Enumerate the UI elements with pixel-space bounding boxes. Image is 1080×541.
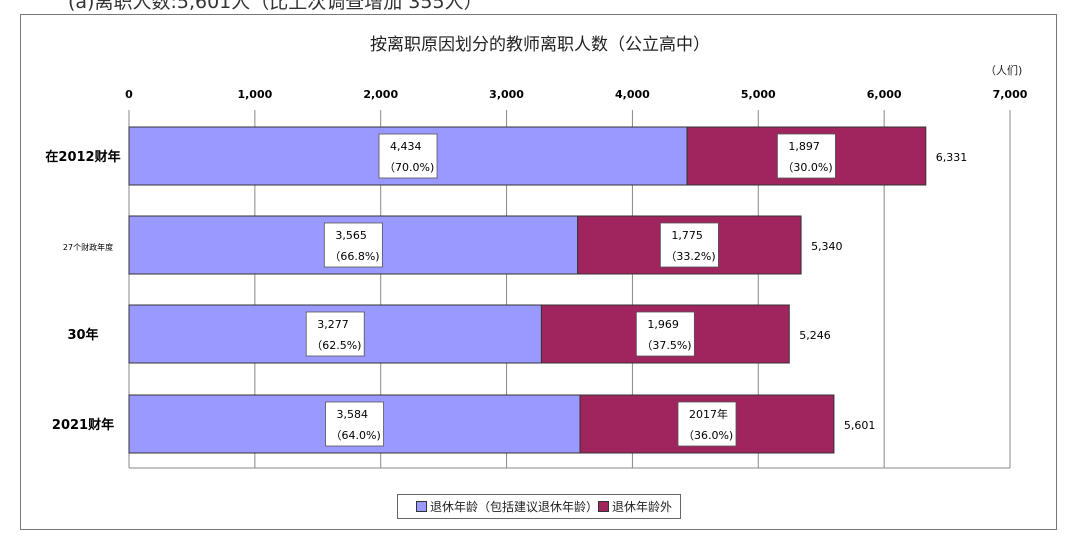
total-label: 6,331 [936,151,968,164]
data-label-value: 3,565 [335,229,367,242]
data-label-box [325,401,384,447]
header-fragment: (a)离职人数:5,601人（比上次调查增加 355人） [68,0,483,13]
x-tick-label: 3,000 [489,88,524,101]
data-label-percent: （37.5%) [641,339,691,352]
data-label-percent: （36.0%) [683,429,733,442]
total-label: 5,246 [799,329,831,342]
data-label-box [378,133,438,179]
category-label: 27个财政年度 [63,242,113,252]
category-label: 2021财年 [52,417,114,433]
total-label: 5,340 [811,240,843,253]
chart-frame [20,14,1057,530]
data-label-percent: （64.0%) [331,429,381,442]
category-label: 在2012财年 [45,149,120,165]
data-label-percent: （33.2%) [665,250,715,263]
chart-title: 按离职原因划分的教师离职人数（公立高中） [370,35,710,55]
legend-label-retirement: 退休年龄（包括建议退休年龄） [430,500,599,514]
data-label-percent: （30.0%) [782,161,832,174]
legend-swatch-other [598,501,610,512]
data-label-value: 2017年 [689,407,728,421]
data-label-value: 3,277 [317,318,349,331]
data-label-box [323,222,383,268]
data-label-box [659,222,719,268]
category-label: 30年 [67,327,98,343]
data-label-box [635,311,695,357]
legend-label-other: 退休年龄外 [612,500,673,514]
x-tick-label: 1,000 [237,88,272,101]
legend-swatch-retirement [416,501,427,512]
data-label-box [305,311,365,357]
data-label-value: 4,434 [390,140,422,153]
unit-label: （人们) [985,64,1023,77]
data-label-percent: （70.0%) [384,161,434,174]
data-label-value: 1,897 [788,140,820,153]
data-label-value: 1,969 [647,318,679,331]
x-tick-label: 4,000 [615,88,650,101]
x-tick-label: 7,000 [993,88,1028,101]
data-label-percent: （66.8%) [329,250,379,263]
data-label-value: 1,775 [671,229,703,242]
total-label: 5,601 [844,419,876,432]
data-label-box [677,401,737,447]
x-tick-label: 6,000 [867,88,902,101]
data-label-percent: （62.5%) [311,339,361,352]
data-label-box [777,133,836,179]
x-tick-label: 0 [125,88,133,101]
legend: 退休年龄（包括建议退休年龄） 退休年龄外 [397,494,681,519]
x-tick-label: 2,000 [363,88,398,101]
x-tick-label: 5,000 [741,88,776,101]
data-label-value: 3,584 [337,408,369,421]
